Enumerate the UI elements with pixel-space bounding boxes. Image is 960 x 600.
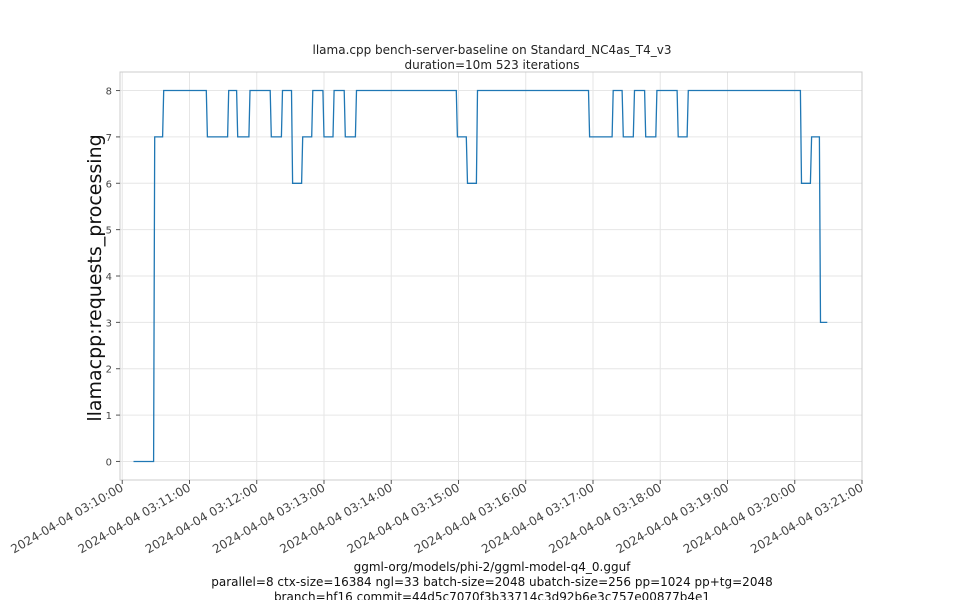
y-tick-label: 8	[106, 87, 112, 98]
footer-params: parallel=8 ctx-size=16384 ngl=33 batch-s…	[211, 575, 772, 589]
y-tick-label: 6	[106, 179, 112, 190]
x-tick-label: 2024-04-04 03:20:00	[681, 480, 798, 556]
y-tick-label: 1	[106, 411, 112, 422]
x-tick-label: 2024-04-04 03:21:00	[748, 480, 865, 556]
requests-processing-line	[133, 89, 828, 463]
x-tick-label: 2024-04-04 03:17:00	[479, 480, 596, 556]
x-tick-label: 2024-04-04 03:10:00	[8, 480, 125, 556]
footer-model: ggml-org/models/phi-2/ggml-model-q4_0.gg…	[354, 560, 632, 574]
y-tick-label: 4	[106, 272, 112, 283]
y-axis: 0 1 2 3 4 5 6 7 8	[106, 87, 120, 468]
x-tick-label: 2024-04-04 03:11:00	[76, 480, 193, 556]
y-tick-label: 3	[106, 318, 112, 329]
footer-branch: branch=hf16 commit=44d5c7070f3b33714c3d9…	[274, 590, 710, 600]
y-tick-label: 0	[106, 457, 112, 468]
grid-lines	[120, 72, 863, 480]
x-tick-label: 2024-04-04 03:15:00	[345, 480, 462, 556]
x-tick-label: 2024-04-04 03:18:00	[546, 480, 663, 556]
y-tick-label: 7	[106, 133, 112, 144]
y-tick-label: 2	[106, 365, 112, 376]
chart-title: llama.cpp bench-server-baseline on Stand…	[313, 43, 672, 57]
x-tick-label: 2024-04-04 03:14:00	[277, 480, 394, 556]
x-tick-label: 2024-04-04 03:16:00	[412, 480, 529, 556]
x-tick-label: 2024-04-04 03:13:00	[210, 480, 327, 556]
y-tick-label: 5	[106, 226, 112, 237]
chart-subtitle: duration=10m 523 iterations	[405, 58, 580, 72]
x-tick-label: 2024-04-04 03:19:00	[614, 480, 731, 556]
x-tick-label: 2024-04-04 03:12:00	[143, 480, 260, 556]
y-axis-label: llamacpp:requests_processing	[84, 134, 106, 421]
